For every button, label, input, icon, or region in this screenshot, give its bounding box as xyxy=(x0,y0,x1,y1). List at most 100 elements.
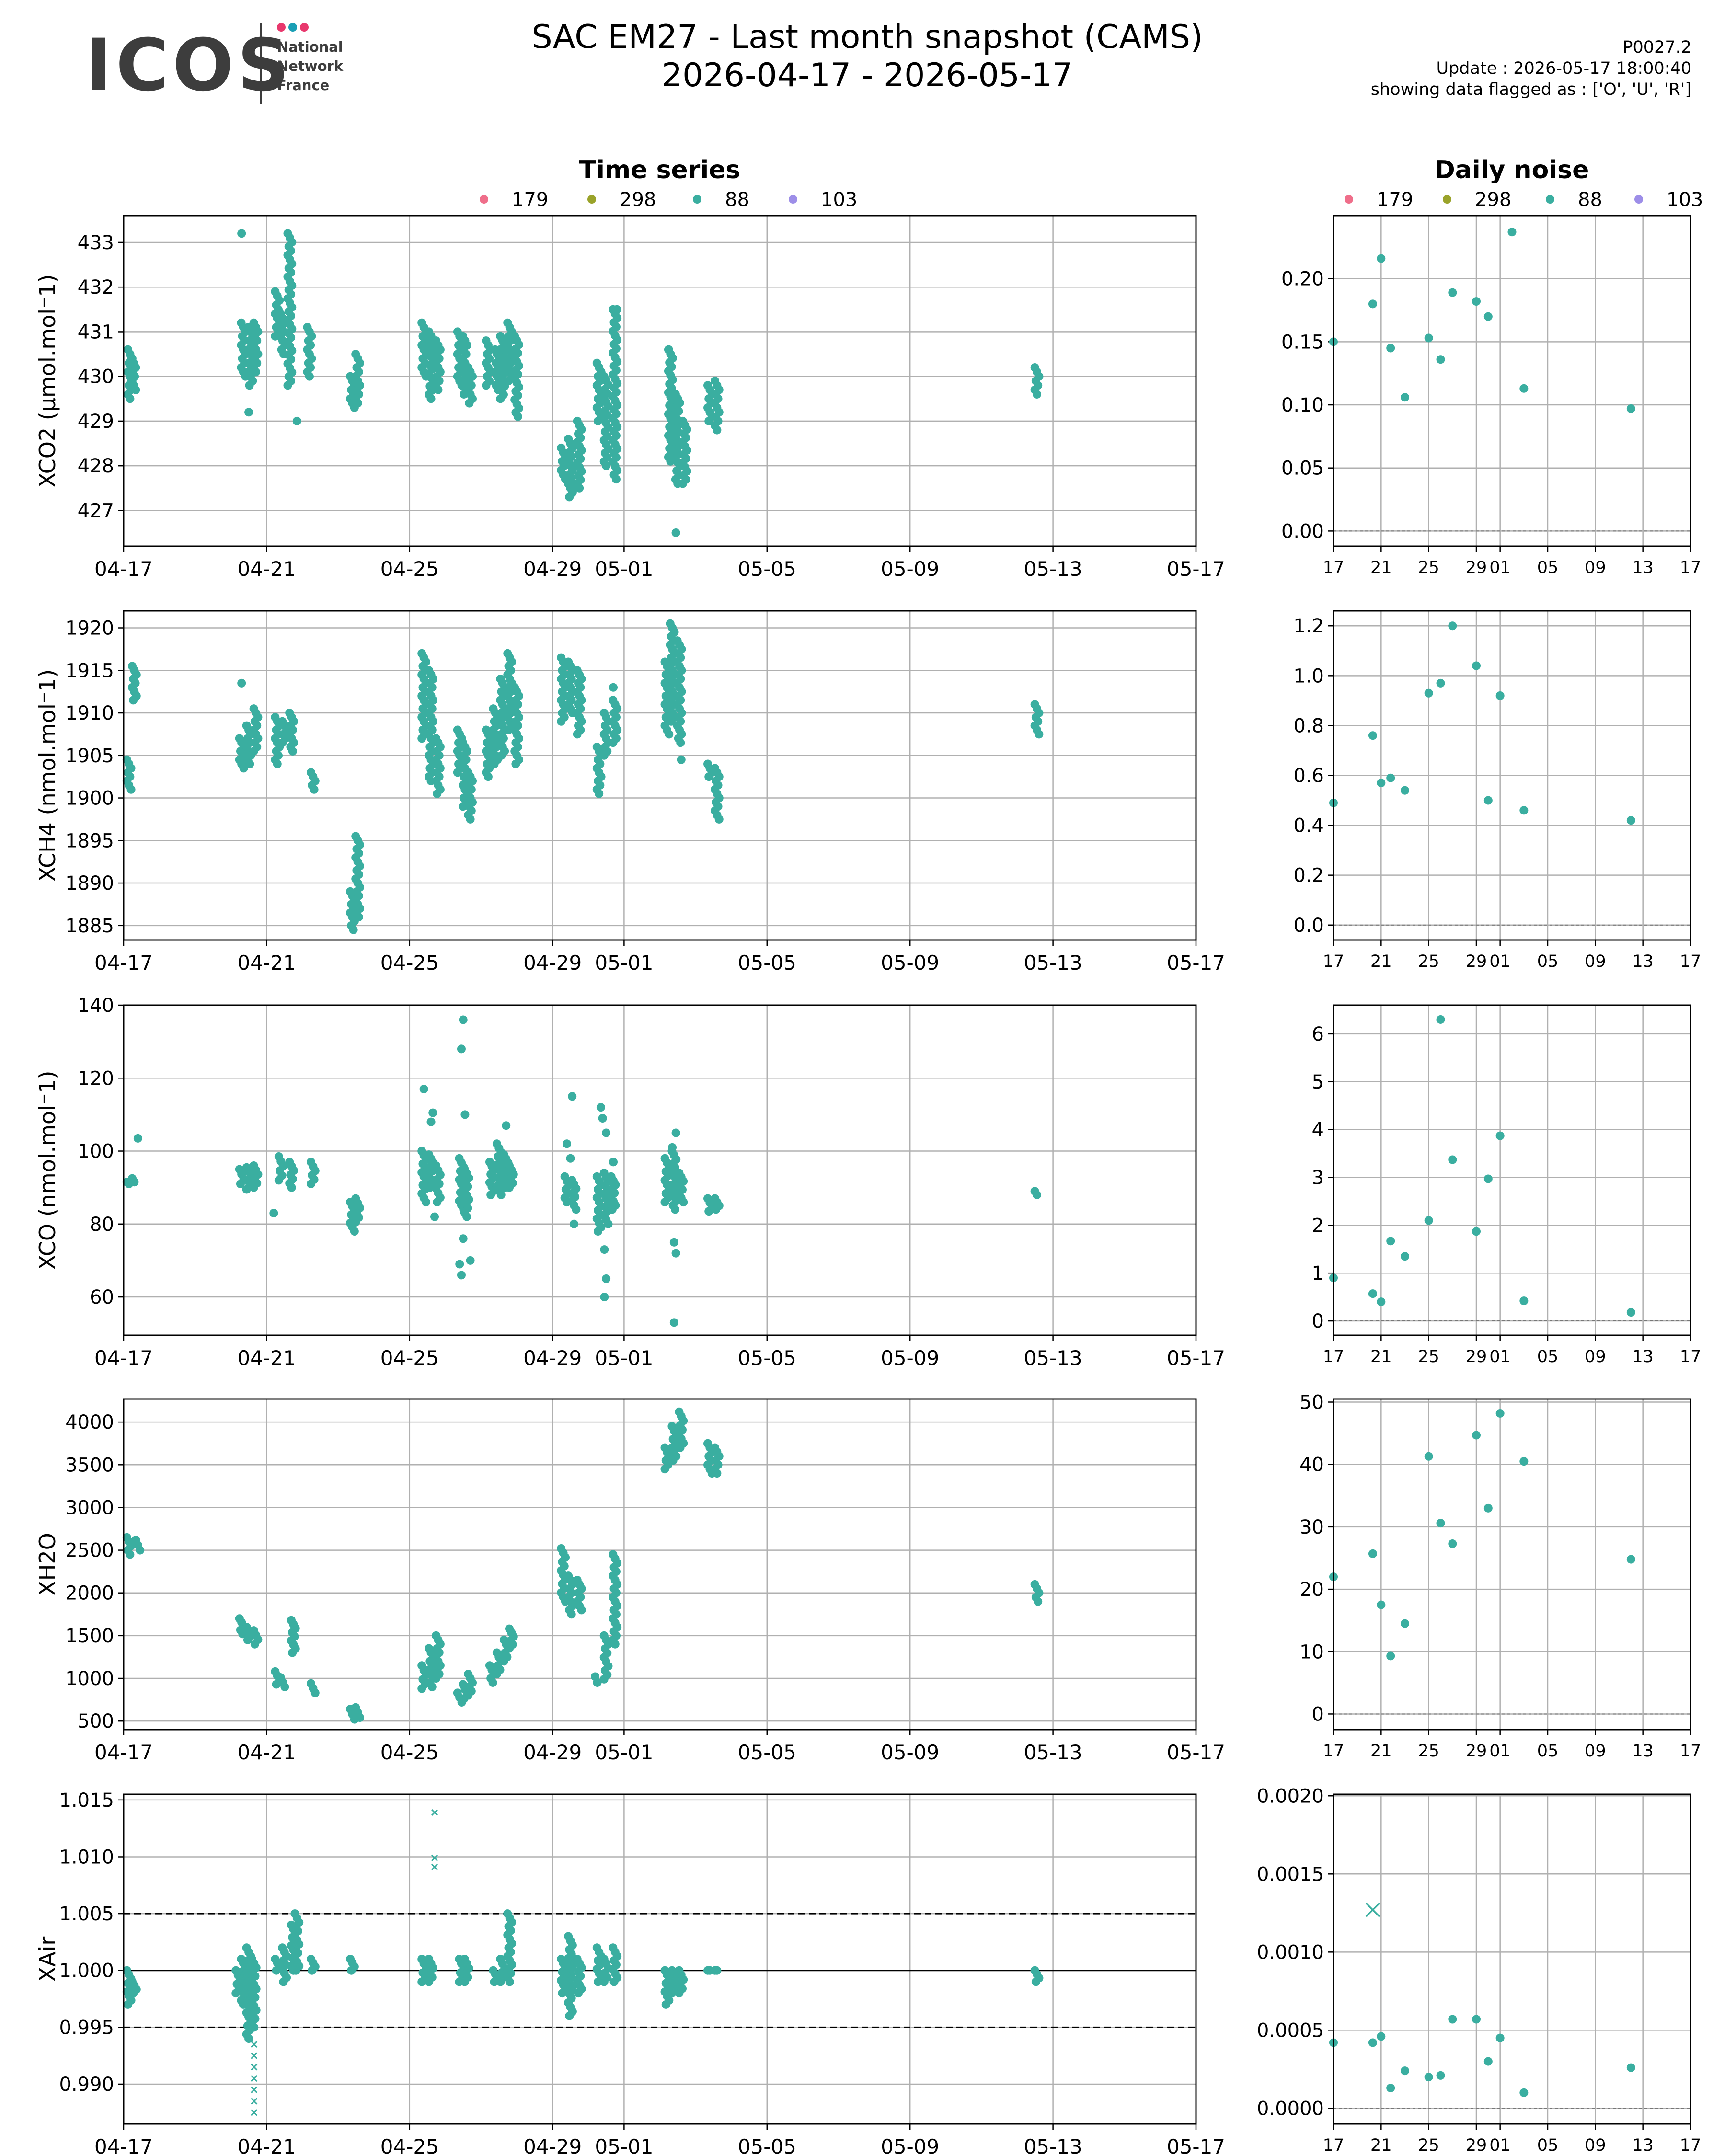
data-point xyxy=(486,1190,495,1199)
data-point xyxy=(417,1684,426,1693)
y-tick-label: 100 xyxy=(78,1141,114,1163)
data-point xyxy=(671,1128,680,1137)
noise-point xyxy=(1424,1452,1433,1461)
x-tick-label: 05-01 xyxy=(595,557,653,581)
x-tick-label: 25 xyxy=(1418,558,1439,577)
y-tick-label: 1.010 xyxy=(59,1846,114,1868)
data-point xyxy=(455,1260,464,1269)
x-tick-label: 05-05 xyxy=(738,1346,796,1370)
noise-point xyxy=(1386,344,1395,353)
data-point xyxy=(237,678,246,688)
page-subtitle: 2026-04-17 - 2026-05-17 xyxy=(661,57,1073,94)
data-point xyxy=(425,1977,434,1986)
y-tick-label: 1000 xyxy=(65,1668,114,1690)
noise-point xyxy=(1519,1296,1529,1306)
x-tick-label: 25 xyxy=(1418,2136,1439,2155)
x-tick-label: 05-05 xyxy=(738,951,796,975)
data-point xyxy=(239,764,248,773)
noise-point xyxy=(1472,2015,1481,2024)
data-point xyxy=(505,1183,514,1192)
logo-divider xyxy=(260,23,262,104)
data-point xyxy=(231,1989,241,1998)
data-point xyxy=(280,1682,289,1691)
data-point xyxy=(604,1219,613,1228)
noise-panel-1: 17 21 25 29 01 05 09 13 17 0.00 0.05 0.10 0.15 0.20 xyxy=(1281,215,1701,577)
data-point xyxy=(464,1691,473,1700)
y-tick-label: 10 xyxy=(1300,1641,1324,1663)
data-point xyxy=(609,683,618,692)
x-tick-label: 17 xyxy=(1323,952,1345,971)
x-tick-label: 21 xyxy=(1370,1742,1392,1761)
y-tick-label: 3 xyxy=(1312,1167,1324,1189)
x-tick-label: 04-17 xyxy=(94,1346,153,1370)
data-point xyxy=(350,1227,359,1236)
x-tick-label: 17 xyxy=(1680,952,1702,971)
data-point xyxy=(283,381,292,390)
time-series-points xyxy=(122,1015,1042,1327)
noise-point xyxy=(1472,1227,1481,1236)
data-point xyxy=(671,528,680,538)
noise-point xyxy=(1368,2038,1377,2047)
data-point xyxy=(432,1674,441,1683)
y-tick-label: 0.0 xyxy=(1293,915,1324,937)
data-point xyxy=(1033,1190,1042,1199)
noise-point xyxy=(1484,1503,1493,1513)
logo-subtitle: National Network France xyxy=(277,39,344,93)
data-point xyxy=(269,1208,278,1217)
data-point xyxy=(308,1966,317,1975)
data-point xyxy=(245,759,254,768)
y-tick-label: 0.20 xyxy=(1281,268,1324,290)
flag-filter-info: showing data flagged as : ['O', 'U', 'R'… xyxy=(1370,80,1691,99)
x-tick-label: 05 xyxy=(1537,1347,1559,1366)
y-tick-label: 5 xyxy=(1312,1071,1324,1093)
x-tick-label: 17 xyxy=(1323,1347,1345,1366)
x-tick-label: 13 xyxy=(1632,558,1654,577)
noise-point xyxy=(1424,1216,1433,1225)
data-point xyxy=(665,730,674,739)
y-tick-label: 2 xyxy=(1312,1215,1324,1237)
noise-point xyxy=(1519,1457,1529,1466)
y-tick-label: 427 xyxy=(78,500,114,522)
data-point xyxy=(459,802,468,811)
data-point xyxy=(236,1180,245,1189)
x-tick-label: 05-01 xyxy=(595,1346,653,1370)
data-point xyxy=(612,305,621,314)
data-point xyxy=(671,1249,680,1258)
noise-point xyxy=(1472,661,1481,670)
data-point xyxy=(460,1110,470,1119)
x-tick-label: 05-13 xyxy=(1024,951,1082,975)
x-tick-label: 05-09 xyxy=(881,951,939,975)
data-point xyxy=(453,768,462,777)
noise-points xyxy=(1329,1409,1635,1661)
noise-point xyxy=(1626,404,1635,413)
data-point xyxy=(669,1238,678,1247)
noise-point xyxy=(1377,1600,1386,1609)
y-tick-label: 0.0005 xyxy=(1257,2019,1324,2041)
y-tick-label: 433 xyxy=(78,232,114,254)
x-tick-label: 05 xyxy=(1537,1742,1559,1761)
data-point xyxy=(563,1139,572,1148)
x-tick-label: 05-01 xyxy=(595,1741,653,1764)
flagged-point-marker xyxy=(431,1863,438,1870)
x-tick-label: 05 xyxy=(1537,952,1559,971)
x-tick-label: 17 xyxy=(1323,1742,1345,1761)
x-tick-label: 01 xyxy=(1489,1347,1511,1366)
flagged-point-marker xyxy=(251,2041,258,2048)
data-point xyxy=(558,1989,567,1998)
y-tick-label: 432 xyxy=(78,276,114,298)
x-tick-label: 21 xyxy=(1370,952,1392,971)
data-point xyxy=(502,1121,511,1130)
data-point xyxy=(244,408,253,417)
noise-point xyxy=(1424,333,1433,343)
y-tick-label: 0.995 xyxy=(59,2017,114,2039)
data-point xyxy=(610,1640,620,1649)
x-tick-label: 17 xyxy=(1680,1347,1702,1366)
y-tick-label: 429 xyxy=(78,411,114,433)
x-tick-label: 04-25 xyxy=(380,1346,439,1370)
y-tick-label: 0 xyxy=(1312,1703,1324,1725)
axes-frame xyxy=(123,1398,1197,1731)
noise-point xyxy=(1484,2057,1493,2066)
data-point xyxy=(310,785,319,794)
x-tick-label: 04-29 xyxy=(523,2135,582,2156)
